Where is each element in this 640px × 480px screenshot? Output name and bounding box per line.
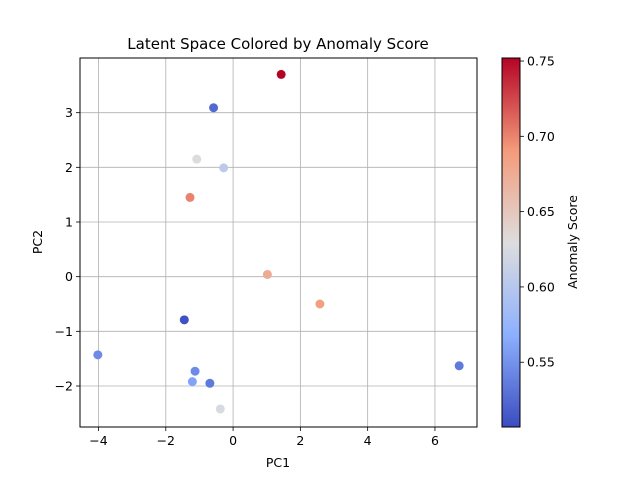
colorbar-gradient	[501, 57, 521, 428]
x-axis-label: PC1	[266, 455, 290, 470]
grid-lines	[80, 58, 477, 427]
y-tick-label: 0	[65, 269, 73, 284]
x-axis: −4 −2 0 2 4 6	[89, 427, 439, 448]
y-tick-label: 2	[65, 160, 73, 175]
y-axis-label: PC2	[30, 230, 45, 254]
y-tick-label: −2	[55, 379, 73, 394]
data-point	[93, 350, 103, 360]
data-point	[185, 192, 195, 202]
data-point	[262, 269, 272, 279]
x-tick-label: −2	[157, 433, 175, 448]
colorbar-label: Anomaly Score	[565, 195, 580, 289]
data-points	[93, 69, 464, 414]
x-tick-label: −4	[89, 433, 107, 448]
data-point	[454, 361, 464, 371]
data-point	[192, 154, 202, 164]
data-point	[219, 163, 229, 173]
x-tick-label: 4	[364, 433, 372, 448]
y-axis: −2 −1 0 1 2 3	[55, 105, 80, 394]
colorbar-tick-label: 0.65	[527, 204, 555, 219]
x-tick-label: 2	[296, 433, 304, 448]
y-tick-label: 1	[65, 215, 73, 230]
data-point	[315, 299, 325, 309]
y-tick-label: −1	[55, 324, 73, 339]
colorbar-tick-label: 0.70	[527, 129, 555, 144]
plot-area-frame	[79, 57, 478, 428]
data-point	[187, 377, 197, 387]
data-point	[215, 404, 225, 414]
colorbar-tick-label: 0.55	[527, 355, 555, 370]
colorbar: 0.55 0.60 0.65 0.70 0.75 Anomaly Score	[501, 54, 580, 428]
x-tick-label: 0	[229, 433, 237, 448]
colorbar-tick-label: 0.75	[527, 54, 555, 69]
data-point	[209, 103, 219, 113]
x-tick-label: 6	[431, 433, 439, 448]
colorbar-ticks: 0.55 0.60 0.65 0.70 0.75	[520, 54, 555, 370]
colorbar-tick-label: 0.60	[527, 279, 555, 294]
data-point	[276, 69, 286, 79]
data-point	[179, 315, 189, 325]
data-point	[205, 378, 215, 388]
chart-title: Latent Space Colored by Anomaly Score	[127, 35, 428, 53]
data-point	[190, 366, 200, 376]
y-tick-label: 3	[65, 105, 73, 120]
